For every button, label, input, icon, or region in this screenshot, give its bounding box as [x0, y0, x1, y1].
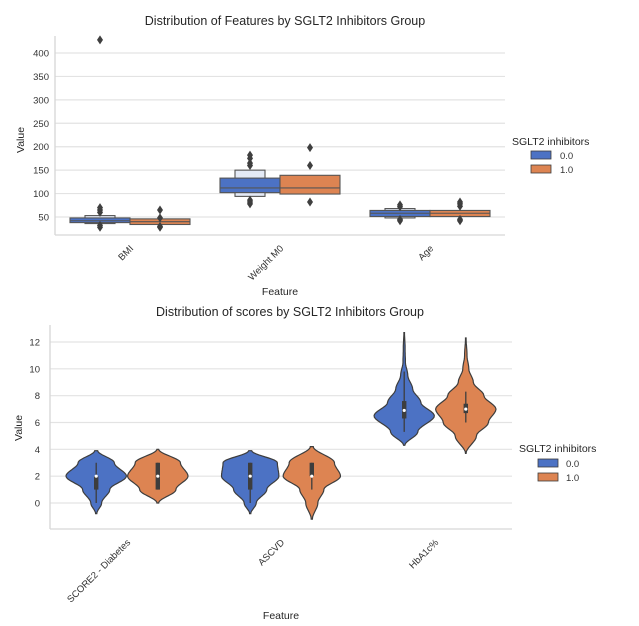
bottom-legend-title: SGLT2 inhibitors	[519, 443, 596, 455]
top-y-axis-label: Value	[15, 127, 27, 153]
bottom-y-tick-label: 8	[35, 391, 40, 402]
top-chart-title: Distribution of Features by SGLT2 Inhibi…	[145, 14, 425, 28]
top-x-tick-label: BMI	[116, 243, 136, 263]
top-legend: SGLT2 inhibitors 0.0 1.0	[512, 136, 589, 176]
top-y-tick-label: 300	[33, 95, 49, 106]
bottom-y-tick-label: 4	[35, 445, 40, 456]
bottom-chart: Distribution of scores by SGLT2 Inhibito…	[13, 305, 596, 622]
outlier-point	[97, 203, 103, 213]
outlier-point	[397, 200, 403, 210]
boxen-box-level	[279, 174, 341, 195]
bottom-y-tick-label: 0	[35, 499, 40, 510]
violin-median-point	[156, 474, 160, 478]
outlier-point	[247, 158, 253, 168]
outlier-point	[457, 197, 463, 207]
top-legend-swatch-1	[530, 164, 552, 174]
top-y-tick-label: 200	[33, 142, 49, 153]
outlier-point	[307, 143, 313, 153]
boxen-box-level	[219, 177, 281, 194]
bottom-x-tick-label: ASCVD	[256, 537, 287, 568]
outlier-point	[157, 221, 163, 231]
top-y-tick-label: 250	[33, 119, 49, 130]
bottom-x-tick-label: HbA1c%	[407, 537, 441, 571]
bottom-y-tick-label: 6	[35, 418, 40, 429]
bottom-legend-swatch-1	[537, 472, 559, 482]
top-y-tick-label: 150	[33, 166, 49, 177]
top-legend-label-1: 1.0	[560, 165, 573, 176]
top-y-tick-label: 400	[33, 49, 49, 60]
bottom-legend-label-1: 1.0	[566, 473, 579, 484]
top-x-tick-label: Weight M0	[246, 243, 286, 283]
bottom-chart-title: Distribution of scores by SGLT2 Inhibito…	[156, 305, 424, 319]
outlier-point	[157, 213, 163, 223]
top-y-tick-label: 350	[33, 72, 49, 83]
violin-median-point	[310, 474, 314, 478]
outlier-point	[97, 220, 103, 230]
top-y-tick-label: 50	[38, 213, 49, 224]
bottom-y-tick-label: 2	[35, 472, 40, 483]
outlier-point	[247, 195, 253, 205]
outlier-point	[97, 35, 103, 45]
bottom-legend-swatch-0	[537, 458, 559, 468]
outlier-point	[457, 214, 463, 224]
violin-median-point	[464, 407, 468, 411]
top-legend-title: SGLT2 inhibitors	[512, 136, 589, 148]
bottom-x-axis-label: Feature	[263, 610, 299, 622]
outlier-point	[157, 205, 163, 215]
top-x-axis-label: Feature	[262, 286, 298, 298]
bottom-legend: SGLT2 inhibitors 0.0 1.0	[519, 443, 596, 484]
top-y-tick-label: 100	[33, 189, 49, 200]
outlier-point	[307, 197, 313, 207]
bottom-x-tick-label: SCORE2 - Diabetes	[65, 537, 133, 605]
top-chart: Distribution of Features by SGLT2 Inhibi…	[15, 14, 589, 298]
violin-median-point	[248, 474, 252, 478]
violin-iqr-box	[309, 462, 314, 477]
bottom-legend-label-0: 0.0	[566, 459, 579, 470]
violin-median-point	[94, 474, 98, 478]
outlier-point	[307, 160, 313, 170]
bottom-y-tick-label: 12	[29, 338, 40, 349]
outlier-point	[247, 150, 253, 160]
top-legend-label-0: 0.0	[560, 151, 573, 162]
violin-iqr-box	[94, 476, 99, 490]
bottom-y-axis-label: Value	[13, 415, 25, 441]
bottom-y-tick-label: 10	[29, 364, 40, 375]
outlier-point	[397, 214, 403, 224]
top-legend-swatch-0	[530, 150, 552, 160]
top-x-tick-label: Age	[416, 243, 436, 263]
violin-median-point	[402, 408, 406, 413]
